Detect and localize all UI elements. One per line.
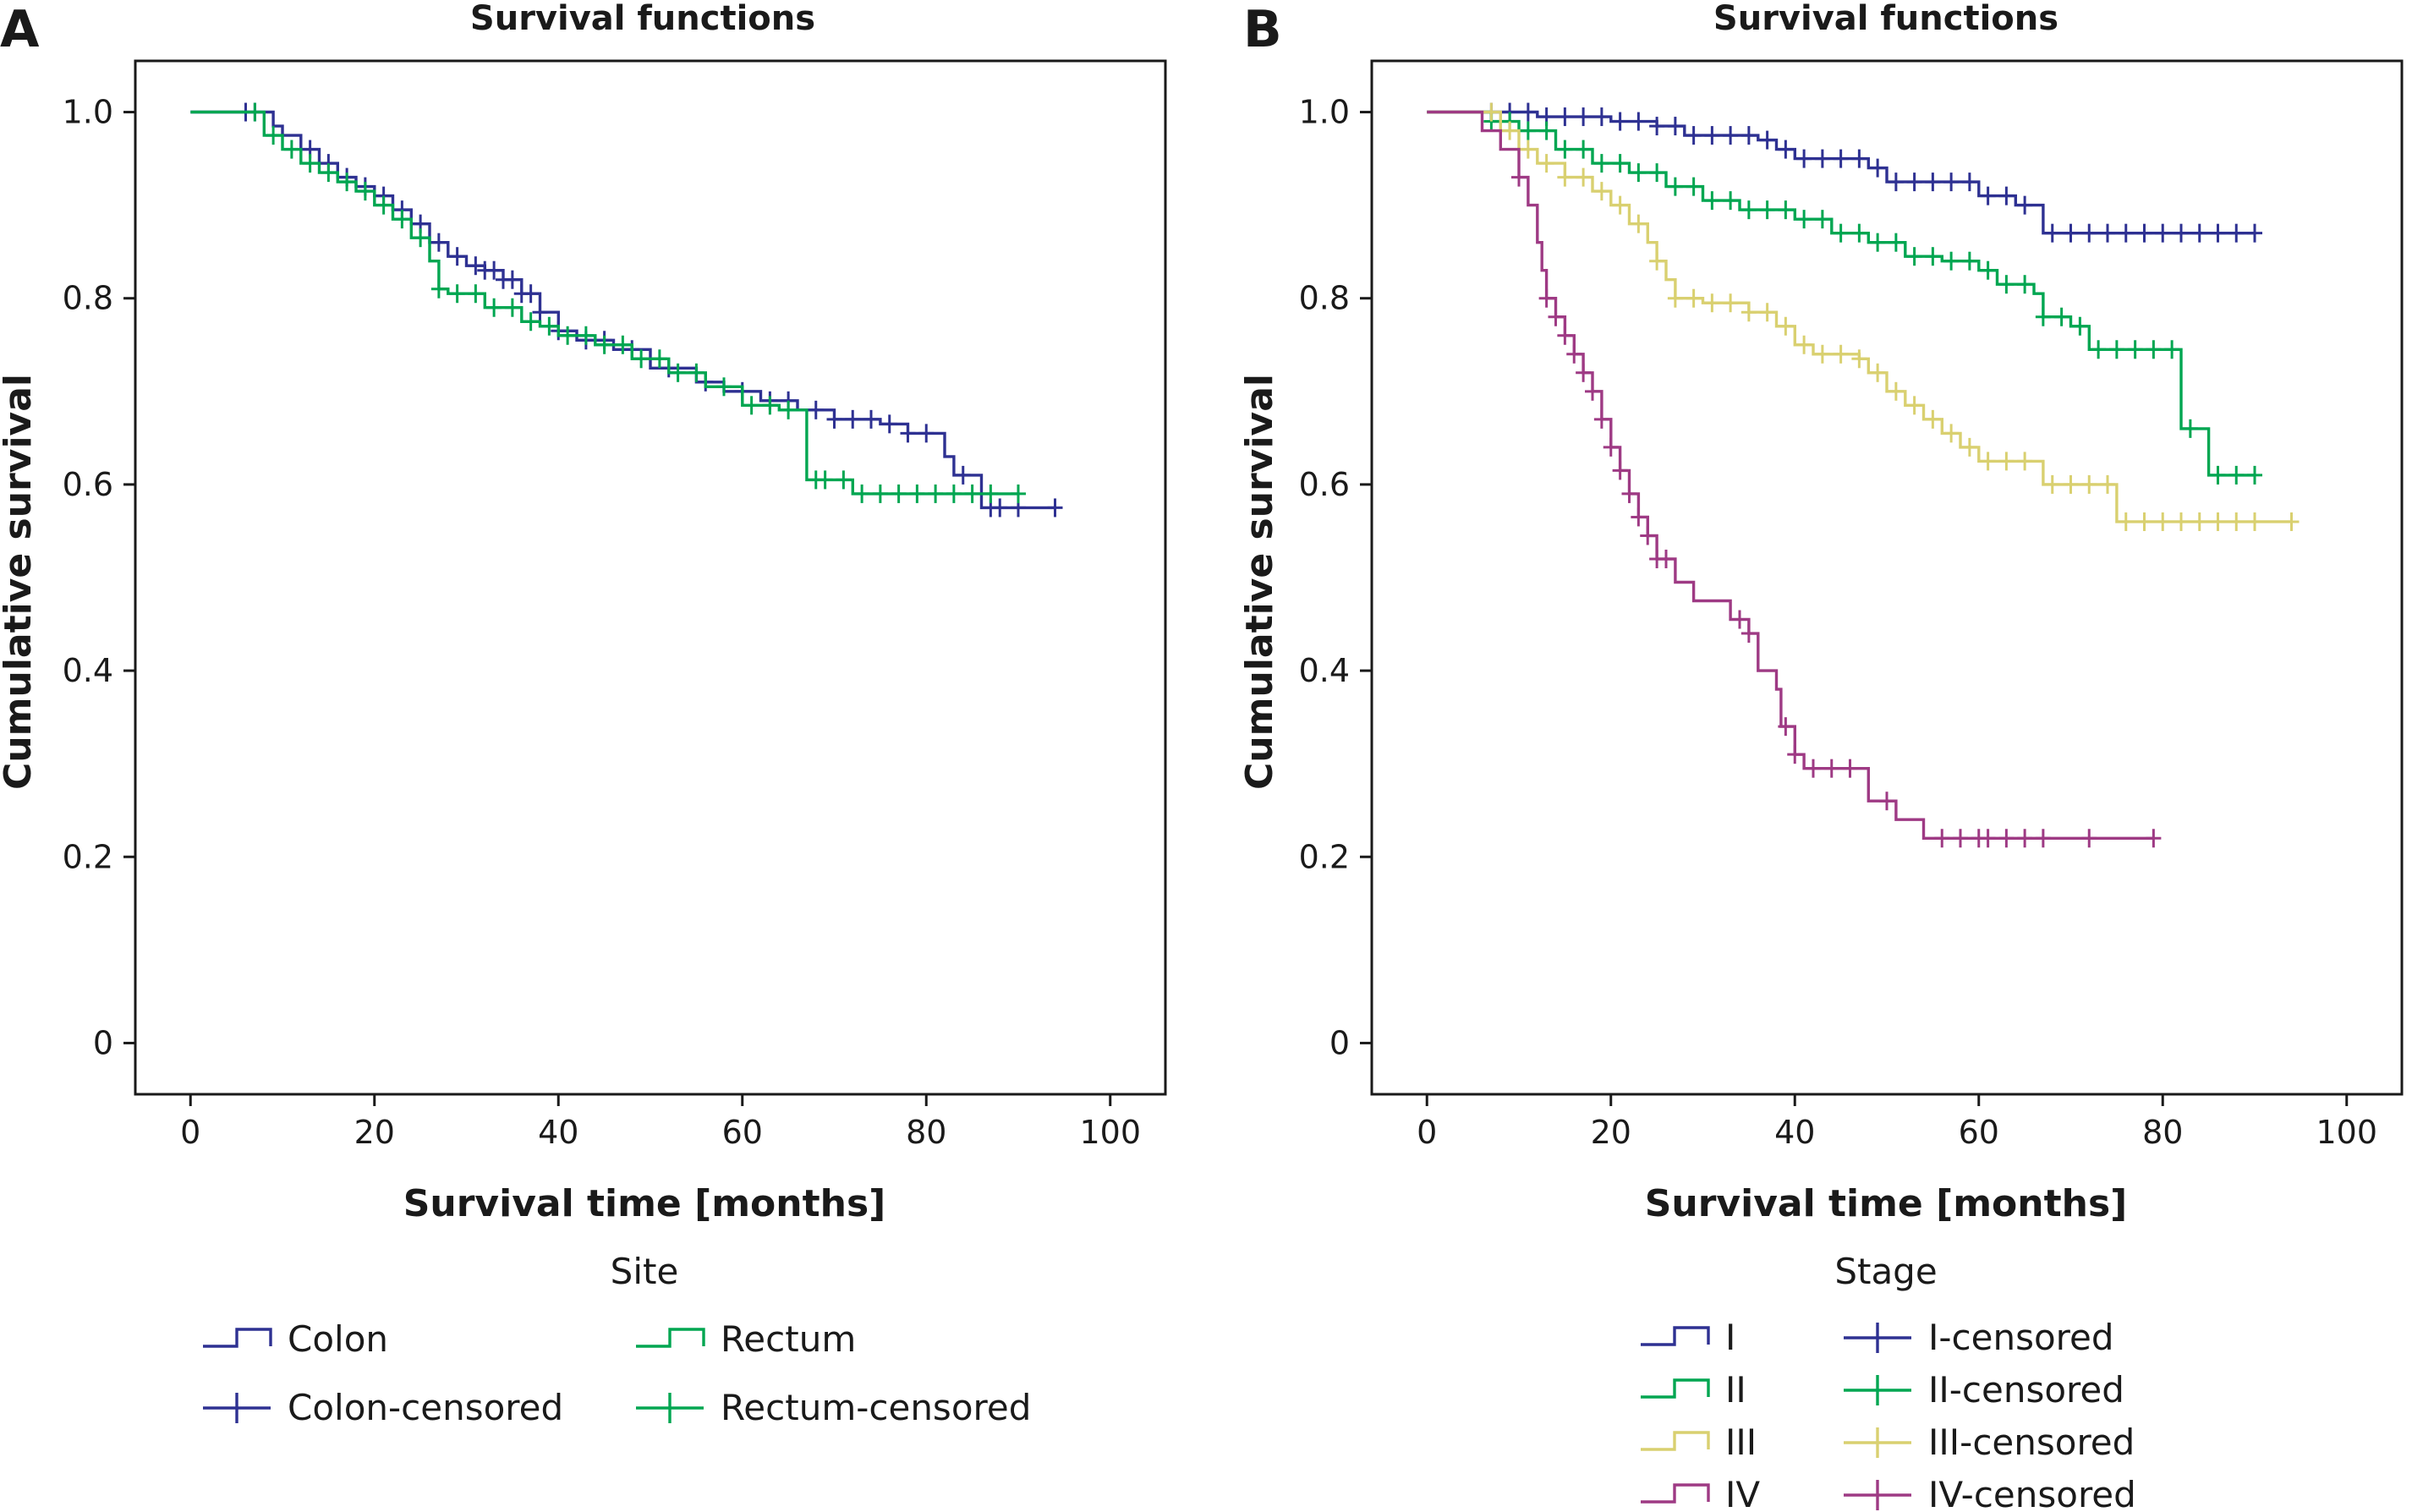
censor-marks-iv-b [1511, 167, 2162, 848]
legend-swatch-step [1641, 1483, 1710, 1504]
plot-area-b: 0 20 40 60 80 100 0 0.2 0.4 0.6 0.8 1.0 [1299, 94, 2377, 1151]
plot-frame-a [134, 59, 1167, 1096]
plot-area-a: 0 20 40 60 80 100 0 0.2 0.4 0.6 0.8 1.0 [63, 94, 1141, 1151]
legend-item-rectum-censored-a: Rectum-censored [636, 1387, 1031, 1428]
legend-label: IV-censored [1928, 1474, 2136, 1512]
legend-label: I-censored [1928, 1317, 2114, 1358]
plot-frame-b [1370, 59, 2404, 1096]
legend-label: II-censored [1928, 1369, 2124, 1411]
legend-label: III-censored [1928, 1422, 2135, 1463]
y-tick-label-a: 0 [93, 1024, 113, 1061]
panel-letter-a: A [0, 0, 40, 59]
y-tick-label-b: 1.0 [1299, 94, 1350, 131]
x-tick-label-a: 80 [906, 1114, 946, 1151]
x-tick-label-b: 60 [1959, 1114, 1999, 1151]
series-line-rectum-a [190, 110, 1018, 496]
x-tick-label-a: 100 [1079, 1114, 1141, 1151]
legend-item-ii-b: II [1641, 1369, 1746, 1411]
legend-item-colon-a: Colon [203, 1318, 388, 1360]
x-axis-label-a: Survival time [months] [403, 1182, 886, 1225]
legend-item-rectum-a: Rectum [636, 1318, 856, 1360]
legend-item-iii-censored-b: III-censored [1844, 1422, 2135, 1463]
y-tick-label-b: 0.2 [1299, 838, 1350, 875]
x-tick-label-b: 0 [1417, 1114, 1437, 1151]
x-axis-label-b: Survival time [months] [1645, 1182, 2128, 1225]
legend-item-i-censored-b: I-censored [1844, 1317, 2114, 1358]
y-axis-label-a: Cumulative survival [0, 374, 40, 790]
x-tick-label-b: 100 [2316, 1114, 2377, 1151]
legend-label: Colon-censored [288, 1387, 563, 1428]
chart-title-b: Survival functions [1713, 0, 2058, 38]
y-tick-label-a: 0.4 [63, 652, 113, 689]
y-axis-label-b: Cumulative survival [1238, 374, 1281, 790]
panel-letter-b: B [1243, 0, 1282, 59]
x-tick-label-a: 20 [354, 1114, 395, 1151]
censor-marks-colon-a [238, 102, 1063, 518]
x-tick-label-b: 20 [1591, 1114, 1631, 1151]
legend-a: Colon Rectum Colon-censored Rectum-censored [203, 1318, 1031, 1428]
legend-label: Rectum [721, 1318, 856, 1360]
legend-item-iv-censored-b: IV-censored [1844, 1474, 2136, 1512]
legend-item-iv-b: IV [1641, 1474, 1760, 1512]
chart-panel-a: A Survival functions 0 20 40 60 80 100 0 0.2 0.4… [0, 0, 1167, 1428]
legend-label: I [1725, 1317, 1735, 1358]
x-tick-label-a: 0 [180, 1114, 200, 1151]
legend-swatch-step [203, 1328, 272, 1348]
legend-swatch-step [1641, 1431, 1710, 1451]
legend-swatch-step [1641, 1378, 1710, 1399]
censor-marks-i-b [1483, 102, 2262, 243]
y-tick-label-a: 0.2 [63, 838, 113, 875]
y-tick-label-b: 0 [1329, 1024, 1350, 1061]
legend-b: IIIIIIIVI-censoredII-censoredIII-censore… [1641, 1317, 2136, 1512]
y-tick-label-a: 0.6 [63, 466, 113, 503]
legend-swatch-step [636, 1328, 705, 1348]
legend-item-colon-censored-a: Colon-censored [203, 1387, 563, 1428]
chart-title-a: Survival functions [470, 0, 815, 38]
legend-title-a: Site [611, 1251, 679, 1292]
x-tick-label-a: 60 [722, 1114, 763, 1151]
y-tick-label-a: 1.0 [63, 94, 113, 131]
legend-item-iii-b: III [1641, 1422, 1757, 1463]
legend-swatch-step [1641, 1326, 1710, 1346]
x-tick-label-b: 80 [2142, 1114, 2183, 1151]
legend-item-ii-censored-b: II-censored [1844, 1369, 2124, 1411]
legend-label: IV [1725, 1474, 1760, 1512]
censor-marks-iii-b [1483, 102, 2300, 531]
y-tick-label-a: 0.8 [63, 280, 113, 317]
legend-label: Colon [288, 1318, 388, 1360]
series-line-ii-b [1427, 110, 2255, 477]
censor-marks-rectum-a [247, 102, 1026, 503]
chart-panel-b: B Survival functions 0 20 40 60 80 100 0 0.2 0.4… [1238, 0, 2404, 1512]
legend-item-i-b: I [1641, 1317, 1735, 1358]
legend-title-b: Stage [1834, 1251, 1937, 1292]
y-tick-label-b: 0.8 [1299, 280, 1350, 317]
y-tick-label-b: 0.6 [1299, 466, 1350, 503]
legend-label: Rectum-censored [721, 1387, 1031, 1428]
x-tick-label-b: 40 [1774, 1114, 1815, 1151]
x-tick-label-a: 40 [538, 1114, 578, 1151]
legend-label: III [1725, 1422, 1757, 1463]
y-tick-label-b: 0.4 [1299, 652, 1350, 689]
legend-label: II [1725, 1369, 1746, 1411]
